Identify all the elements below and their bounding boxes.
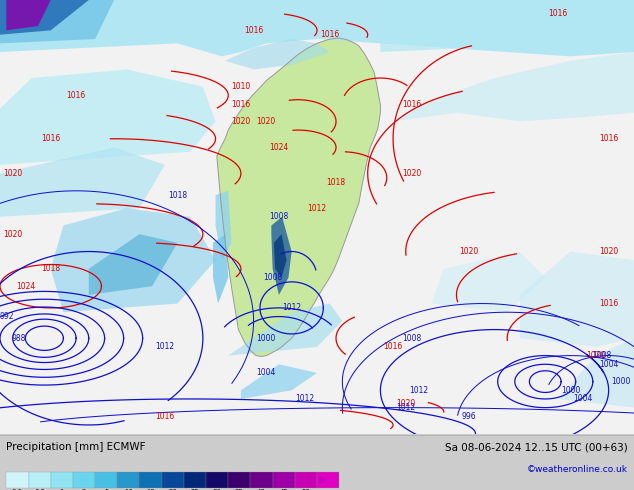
Text: 1020: 1020 (460, 247, 479, 256)
Text: Sa 08-06-2024 12..15 UTC (00+63): Sa 08-06-2024 12..15 UTC (00+63) (445, 442, 628, 452)
Polygon shape (6, 0, 51, 30)
Text: 1016: 1016 (599, 299, 618, 308)
Polygon shape (0, 0, 634, 56)
Text: 1018: 1018 (327, 178, 346, 187)
Bar (228, 472, 250, 488)
Bar (295, 472, 317, 488)
Text: ©weatheronline.co.uk: ©weatheronline.co.uk (527, 465, 628, 474)
Text: 2: 2 (82, 489, 86, 490)
Text: 25: 25 (191, 489, 199, 490)
Text: 1016: 1016 (548, 8, 567, 18)
Polygon shape (558, 338, 634, 408)
Text: 1020: 1020 (599, 247, 618, 256)
Polygon shape (225, 39, 330, 70)
Text: 1016: 1016 (599, 134, 618, 143)
Text: 1020: 1020 (231, 117, 250, 126)
Text: 1004: 1004 (574, 394, 593, 403)
Text: 1010: 1010 (231, 82, 250, 91)
Polygon shape (228, 304, 342, 356)
Text: 1020: 1020 (3, 230, 22, 239)
Text: 1004: 1004 (257, 368, 276, 377)
Bar (162, 472, 184, 488)
Text: 1020: 1020 (586, 351, 605, 360)
Text: 1016: 1016 (41, 134, 60, 143)
Text: 1012: 1012 (396, 403, 415, 412)
Polygon shape (380, 0, 634, 52)
Text: 1024: 1024 (269, 143, 288, 152)
Text: 1018: 1018 (168, 191, 187, 199)
Polygon shape (393, 52, 634, 122)
Text: 1020: 1020 (257, 117, 276, 126)
Polygon shape (0, 0, 89, 35)
Text: 1016: 1016 (403, 99, 422, 109)
Text: 45: 45 (280, 489, 288, 490)
Text: 1012: 1012 (155, 343, 174, 351)
Text: 1008: 1008 (263, 273, 282, 282)
Text: 1000: 1000 (612, 377, 631, 386)
Bar (29, 472, 51, 488)
Text: 1016: 1016 (67, 91, 86, 100)
Text: 1000: 1000 (257, 334, 276, 343)
Polygon shape (51, 208, 216, 312)
Polygon shape (431, 251, 545, 312)
Polygon shape (0, 147, 165, 217)
Polygon shape (213, 234, 228, 304)
Polygon shape (520, 251, 634, 347)
Text: 1004: 1004 (599, 360, 618, 369)
Bar (6, 472, 29, 488)
Text: 1012: 1012 (295, 394, 314, 403)
Polygon shape (0, 70, 216, 165)
Bar (51, 472, 73, 488)
Text: 1008: 1008 (403, 334, 422, 343)
Text: 10: 10 (124, 489, 133, 490)
Text: 1016: 1016 (320, 30, 339, 39)
Text: 1012: 1012 (409, 386, 428, 395)
Text: 988: 988 (12, 334, 26, 343)
Text: 1020: 1020 (403, 169, 422, 178)
Text: Precipitation [mm] ECMWF: Precipitation [mm] ECMWF (6, 442, 146, 452)
Text: 1012: 1012 (282, 303, 301, 313)
Text: 992: 992 (0, 312, 13, 321)
Bar (73, 472, 95, 488)
Text: 0.5: 0.5 (34, 489, 45, 490)
Text: 0.1: 0.1 (12, 489, 23, 490)
Bar (250, 472, 273, 488)
Polygon shape (0, 0, 114, 44)
Polygon shape (271, 217, 292, 295)
Text: 1012: 1012 (307, 204, 327, 213)
Text: 40: 40 (257, 489, 266, 490)
Text: 996: 996 (462, 412, 477, 421)
Text: 1008: 1008 (269, 212, 288, 221)
Bar (273, 472, 295, 488)
Bar (95, 472, 117, 488)
Text: 1000: 1000 (561, 386, 580, 395)
Text: 50: 50 (302, 489, 310, 490)
Text: 1016: 1016 (244, 26, 263, 35)
Polygon shape (274, 234, 287, 277)
Polygon shape (217, 38, 380, 356)
Text: 5: 5 (104, 489, 108, 490)
Text: 35: 35 (235, 489, 243, 490)
Text: 996: 996 (0, 308, 1, 317)
Text: 1016: 1016 (231, 99, 250, 109)
Text: 15: 15 (146, 489, 155, 490)
Polygon shape (241, 364, 317, 399)
Text: 1016: 1016 (384, 343, 403, 351)
Text: 30: 30 (212, 489, 222, 490)
Text: 1020: 1020 (396, 399, 415, 408)
Text: 20: 20 (169, 489, 177, 490)
Text: 1018: 1018 (41, 265, 60, 273)
Text: 1020: 1020 (3, 169, 22, 178)
Bar (139, 472, 162, 488)
Bar (117, 472, 139, 488)
Bar (184, 472, 206, 488)
Text: 1016: 1016 (155, 412, 174, 421)
Text: 1008: 1008 (593, 351, 612, 360)
Polygon shape (216, 191, 231, 260)
Text: 1: 1 (60, 489, 64, 490)
Bar (206, 472, 228, 488)
Text: 1024: 1024 (16, 282, 35, 291)
Polygon shape (89, 234, 178, 295)
Bar (317, 472, 339, 488)
